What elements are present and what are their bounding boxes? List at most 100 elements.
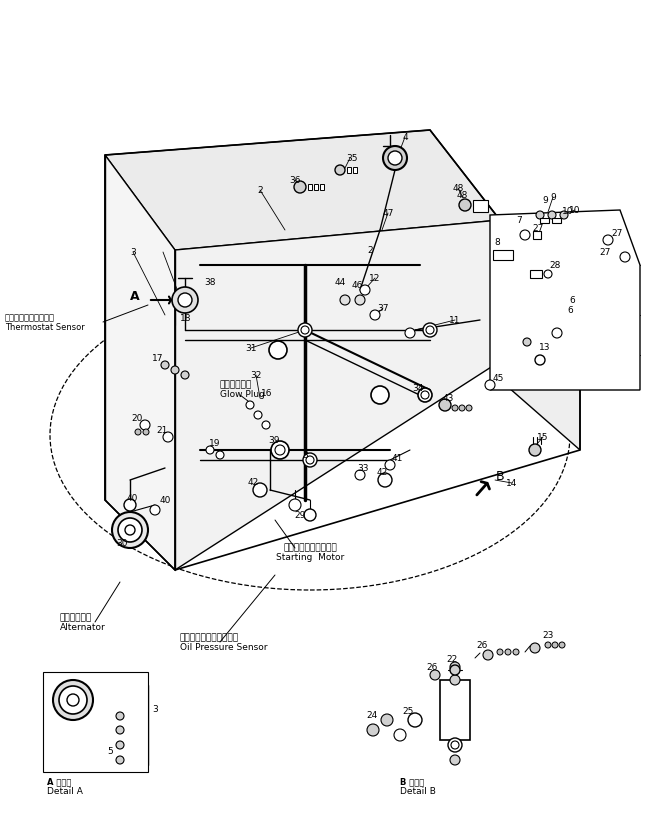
Text: 26: 26: [426, 663, 438, 672]
Text: A 詳細図: A 詳細図: [47, 778, 72, 787]
Circle shape: [418, 388, 432, 402]
Circle shape: [303, 453, 317, 467]
Circle shape: [253, 483, 267, 497]
Text: 45: 45: [492, 373, 504, 382]
Circle shape: [140, 420, 150, 430]
Text: 26: 26: [476, 641, 488, 650]
Circle shape: [163, 432, 173, 442]
Text: 43: 43: [442, 394, 454, 403]
Circle shape: [118, 518, 142, 542]
Circle shape: [381, 714, 393, 726]
Polygon shape: [105, 130, 500, 250]
Text: 3: 3: [302, 450, 308, 459]
Text: 28: 28: [549, 261, 561, 270]
Text: B: B: [496, 470, 505, 483]
Circle shape: [254, 411, 262, 419]
Text: Alternator: Alternator: [60, 623, 106, 632]
Circle shape: [485, 380, 495, 390]
Text: 29: 29: [294, 511, 306, 520]
Bar: [440, 680, 470, 740]
Text: サーモスタットセンサ: サーモスタットセンサ: [5, 314, 55, 323]
Circle shape: [459, 405, 465, 411]
Text: 34: 34: [412, 383, 423, 392]
Circle shape: [552, 328, 562, 338]
Circle shape: [448, 738, 462, 752]
Circle shape: [450, 662, 460, 672]
Text: 6: 6: [567, 306, 573, 315]
Circle shape: [206, 446, 214, 454]
Text: Thermostat Sensor: Thermostat Sensor: [5, 323, 84, 332]
Bar: [308, 184, 312, 190]
Bar: [43, 672, 148, 772]
Circle shape: [59, 686, 87, 714]
Text: 21: 21: [156, 426, 168, 435]
Text: 40: 40: [127, 493, 138, 502]
Text: 41: 41: [391, 453, 403, 462]
Text: オルタネータ: オルタネータ: [60, 614, 92, 623]
Circle shape: [483, 650, 493, 660]
Circle shape: [360, 285, 370, 295]
Circle shape: [150, 505, 160, 515]
Circle shape: [306, 456, 314, 464]
Bar: [320, 184, 324, 190]
Text: Glow Plug: Glow Plug: [220, 390, 265, 399]
Circle shape: [459, 199, 471, 211]
Polygon shape: [105, 155, 175, 570]
Circle shape: [450, 755, 460, 765]
Text: 22: 22: [446, 655, 458, 664]
Bar: [314, 184, 318, 190]
Text: 47: 47: [383, 208, 394, 217]
Circle shape: [275, 445, 285, 455]
Circle shape: [53, 680, 93, 720]
Bar: [533, 231, 541, 239]
Circle shape: [383, 146, 407, 170]
Circle shape: [370, 310, 380, 320]
Text: B 詳細図: B 詳細図: [400, 778, 424, 787]
Text: 8: 8: [494, 238, 500, 247]
Text: 48: 48: [456, 190, 468, 199]
Circle shape: [405, 328, 415, 338]
Circle shape: [552, 642, 558, 648]
Text: Starting  Motor: Starting Motor: [276, 553, 344, 562]
Text: 35: 35: [346, 154, 358, 163]
Text: 18: 18: [180, 314, 192, 323]
Polygon shape: [175, 220, 580, 570]
Circle shape: [171, 366, 179, 374]
Circle shape: [450, 665, 460, 675]
Circle shape: [430, 670, 440, 680]
Circle shape: [355, 470, 365, 480]
Bar: [493, 250, 513, 260]
Circle shape: [545, 642, 551, 648]
Polygon shape: [490, 210, 640, 390]
Circle shape: [544, 270, 552, 278]
Text: 3: 3: [152, 706, 158, 715]
Circle shape: [394, 729, 406, 741]
Circle shape: [603, 235, 613, 245]
Text: 33: 33: [357, 463, 368, 472]
Circle shape: [451, 741, 459, 749]
Polygon shape: [500, 220, 580, 450]
Circle shape: [304, 509, 316, 521]
Text: 25: 25: [402, 708, 413, 717]
Circle shape: [135, 429, 141, 435]
Text: 10: 10: [562, 207, 574, 216]
Circle shape: [116, 712, 124, 720]
Circle shape: [116, 741, 124, 749]
Text: 13: 13: [539, 342, 551, 351]
Text: 5: 5: [107, 748, 113, 757]
Circle shape: [523, 338, 531, 346]
Text: 2: 2: [257, 185, 263, 194]
Circle shape: [172, 287, 198, 313]
Circle shape: [505, 649, 511, 655]
Text: 30: 30: [117, 538, 128, 547]
Text: 20: 20: [131, 413, 143, 422]
Text: 9: 9: [550, 193, 556, 202]
Circle shape: [112, 512, 148, 548]
Circle shape: [535, 355, 545, 365]
Text: スターティングモータ: スターティングモータ: [283, 543, 337, 552]
Circle shape: [116, 756, 124, 764]
Circle shape: [262, 421, 270, 429]
Circle shape: [116, 726, 124, 734]
Text: 19: 19: [209, 439, 220, 448]
Text: 40: 40: [159, 495, 171, 505]
